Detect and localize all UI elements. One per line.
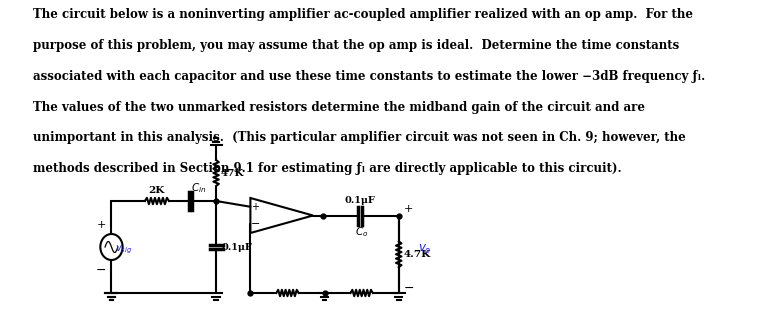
Text: 2K: 2K bbox=[148, 186, 165, 195]
Text: +: + bbox=[96, 220, 106, 230]
Text: The circuit below is a noninverting amplifier ac-coupled amplifier realized with: The circuit below is a noninverting ampl… bbox=[33, 8, 693, 21]
Text: $v_{sig}$: $v_{sig}$ bbox=[115, 244, 132, 256]
Text: unimportant in this analysis.  (This particular amplifier circuit was not seen i: unimportant in this analysis. (This part… bbox=[33, 131, 685, 144]
Text: 4.7K: 4.7K bbox=[404, 250, 431, 259]
Text: The values of the two unmarked resistors determine the midband gain of the circu: The values of the two unmarked resistors… bbox=[33, 101, 645, 114]
Text: associated with each capacitor and use these time constants to estimate the lowe: associated with each capacitor and use t… bbox=[33, 70, 705, 83]
Text: 47K: 47K bbox=[220, 168, 244, 177]
Text: −: − bbox=[404, 281, 415, 295]
Text: $v_o$: $v_o$ bbox=[418, 243, 431, 256]
Text: −: − bbox=[96, 264, 106, 277]
Text: purpose of this problem, you may assume that the op amp is ideal.  Determine the: purpose of this problem, you may assume … bbox=[33, 39, 679, 52]
Text: $C_{in}$: $C_{in}$ bbox=[191, 181, 207, 195]
Text: −: − bbox=[250, 219, 260, 229]
Text: +: + bbox=[251, 202, 259, 212]
Text: 0.1μF: 0.1μF bbox=[221, 243, 252, 252]
Text: $C_o$: $C_o$ bbox=[355, 225, 369, 239]
Text: 0.1μF: 0.1μF bbox=[345, 196, 376, 205]
Text: methods described in Section 9.1 for estimating ƒₗ are directly applicable to th: methods described in Section 9.1 for est… bbox=[33, 162, 621, 175]
Text: +: + bbox=[404, 204, 413, 213]
